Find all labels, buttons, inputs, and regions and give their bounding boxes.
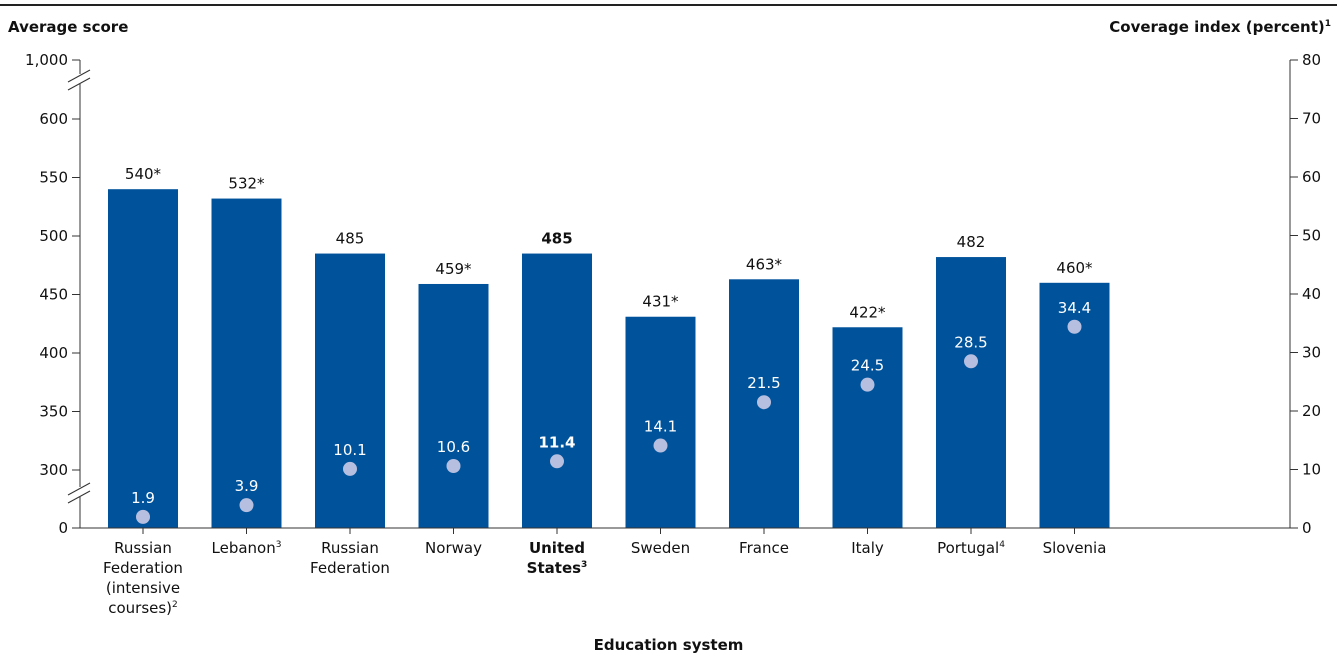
- right-tick-label: 60: [1302, 168, 1321, 186]
- left-tick-label: 1,000: [25, 51, 68, 69]
- right-axis-title: Coverage index (percent)1: [1109, 18, 1331, 36]
- left-tick-label: 350: [39, 403, 68, 421]
- coverage-value-label: 10.1: [333, 441, 366, 459]
- top-rule: [0, 4, 1337, 6]
- coverage-value-label: 21.5: [747, 374, 780, 392]
- bar-value-label: 485: [336, 230, 365, 248]
- category-label: Lebanon3: [212, 539, 282, 557]
- bar-value-label: 459*: [435, 260, 472, 278]
- coverage-dot: [757, 395, 771, 410]
- bar: [522, 253, 592, 529]
- coverage-dot: [1067, 319, 1082, 334]
- category-label: Sweden: [631, 539, 690, 557]
- bar: [936, 257, 1006, 528]
- x-axis-title: Education system: [593, 636, 744, 654]
- left-tick-label: 600: [39, 110, 68, 128]
- coverage-value-label: 24.5: [851, 357, 884, 375]
- bar-value-label: 540*: [125, 165, 162, 183]
- axis-break-gap: [77, 487, 83, 497]
- right-tick-label: 0: [1302, 519, 1312, 537]
- category-label-line: (intensive: [106, 579, 180, 597]
- bar-value-label: 463*: [746, 255, 783, 273]
- category-label: Norway: [425, 539, 482, 557]
- category-label-line: France: [739, 539, 789, 557]
- coverage-value-label: 1.9: [131, 489, 155, 507]
- category-label-line: Russian: [114, 539, 172, 557]
- left-tick-label: 0: [58, 519, 68, 537]
- coverage-dot: [550, 454, 564, 469]
- coverage-dot: [653, 438, 668, 453]
- bar: [108, 189, 178, 528]
- left-axis-title: Average score: [8, 18, 129, 36]
- coverage-value-label: 14.1: [644, 418, 677, 436]
- coverage-value-label: 3.9: [235, 477, 259, 495]
- right-tick-label: 80: [1302, 51, 1321, 69]
- axis-break-mark: [67, 77, 91, 91]
- left-tick-label: 550: [39, 169, 68, 187]
- right-tick-label: 30: [1302, 344, 1321, 362]
- axis-break-mark: [67, 69, 91, 83]
- category-label-line: Slovenia: [1043, 539, 1107, 557]
- bar-value-label: 431*: [642, 293, 679, 311]
- category-label-line: Portugal: [937, 539, 999, 557]
- bar: [1039, 282, 1110, 528]
- coverage-dot: [860, 377, 875, 392]
- category-label: France: [739, 539, 789, 557]
- right-tick-label: 50: [1302, 227, 1321, 245]
- left-tick-label: 300: [39, 461, 68, 479]
- left-tick-label: 500: [39, 227, 68, 245]
- right-tick-label: 10: [1302, 461, 1321, 479]
- bar: [315, 253, 385, 529]
- right-tick-label: 40: [1302, 285, 1321, 303]
- category-label-line: Federation: [103, 559, 183, 577]
- coverage-dot: [964, 354, 978, 369]
- axis-break-gap: [77, 74, 83, 84]
- bar-value-label: 460*: [1056, 259, 1093, 277]
- bar-value-label: 482: [957, 233, 986, 251]
- coverage-dot: [136, 509, 150, 524]
- category-label-line: Russian: [321, 539, 379, 557]
- coverage-dot: [239, 498, 254, 513]
- left-tick-label: 450: [39, 286, 68, 304]
- category-label: Slovenia: [1043, 539, 1107, 557]
- category-footnote: 3: [581, 560, 587, 570]
- bar: [211, 198, 282, 528]
- category-label-line: courses): [108, 599, 172, 617]
- right-tick-label: 70: [1302, 110, 1321, 128]
- category-footnote: 3: [276, 540, 282, 550]
- category-label-line: Sweden: [631, 539, 690, 557]
- category-label-line: States: [527, 559, 581, 577]
- category-footnote: 2: [172, 600, 178, 610]
- bar: [418, 283, 489, 528]
- bar: [832, 327, 903, 528]
- right-axis-title-footnote: 1: [1324, 19, 1331, 29]
- coverage-value-label: 10.6: [437, 438, 470, 456]
- bar-value-label: 422*: [849, 303, 886, 321]
- category-label: Portugal4: [937, 539, 1005, 557]
- category-label-line: Lebanon: [212, 539, 276, 557]
- right-tick-label: 20: [1302, 402, 1321, 420]
- axis-break-mark: [67, 482, 91, 496]
- category-label: Russian Federation: [310, 539, 390, 577]
- bar-value-label: 485: [541, 230, 572, 248]
- category-label: United States3: [527, 539, 588, 577]
- category-label: Italy: [851, 539, 884, 557]
- category-label: Russian Federation (intensive courses)2: [103, 539, 183, 617]
- coverage-value-label: 28.5: [954, 333, 987, 351]
- coverage-dot: [446, 458, 461, 473]
- category-label-line: Italy: [851, 539, 884, 557]
- axis-break-mark: [67, 490, 91, 504]
- coverage-value-label: 34.4: [1058, 299, 1091, 317]
- left-tick-label: 400: [39, 344, 68, 362]
- category-label-line: United: [529, 539, 585, 557]
- category-label-line: Federation: [310, 559, 390, 577]
- bar: [625, 316, 696, 528]
- bar-value-label: 532*: [228, 175, 265, 193]
- coverage-value-label: 11.4: [538, 433, 575, 451]
- category-label-line: Norway: [425, 539, 482, 557]
- right-axis-title-text: Coverage index (percent): [1109, 18, 1325, 36]
- category-footnote: 4: [999, 540, 1005, 550]
- coverage-dot: [343, 461, 357, 476]
